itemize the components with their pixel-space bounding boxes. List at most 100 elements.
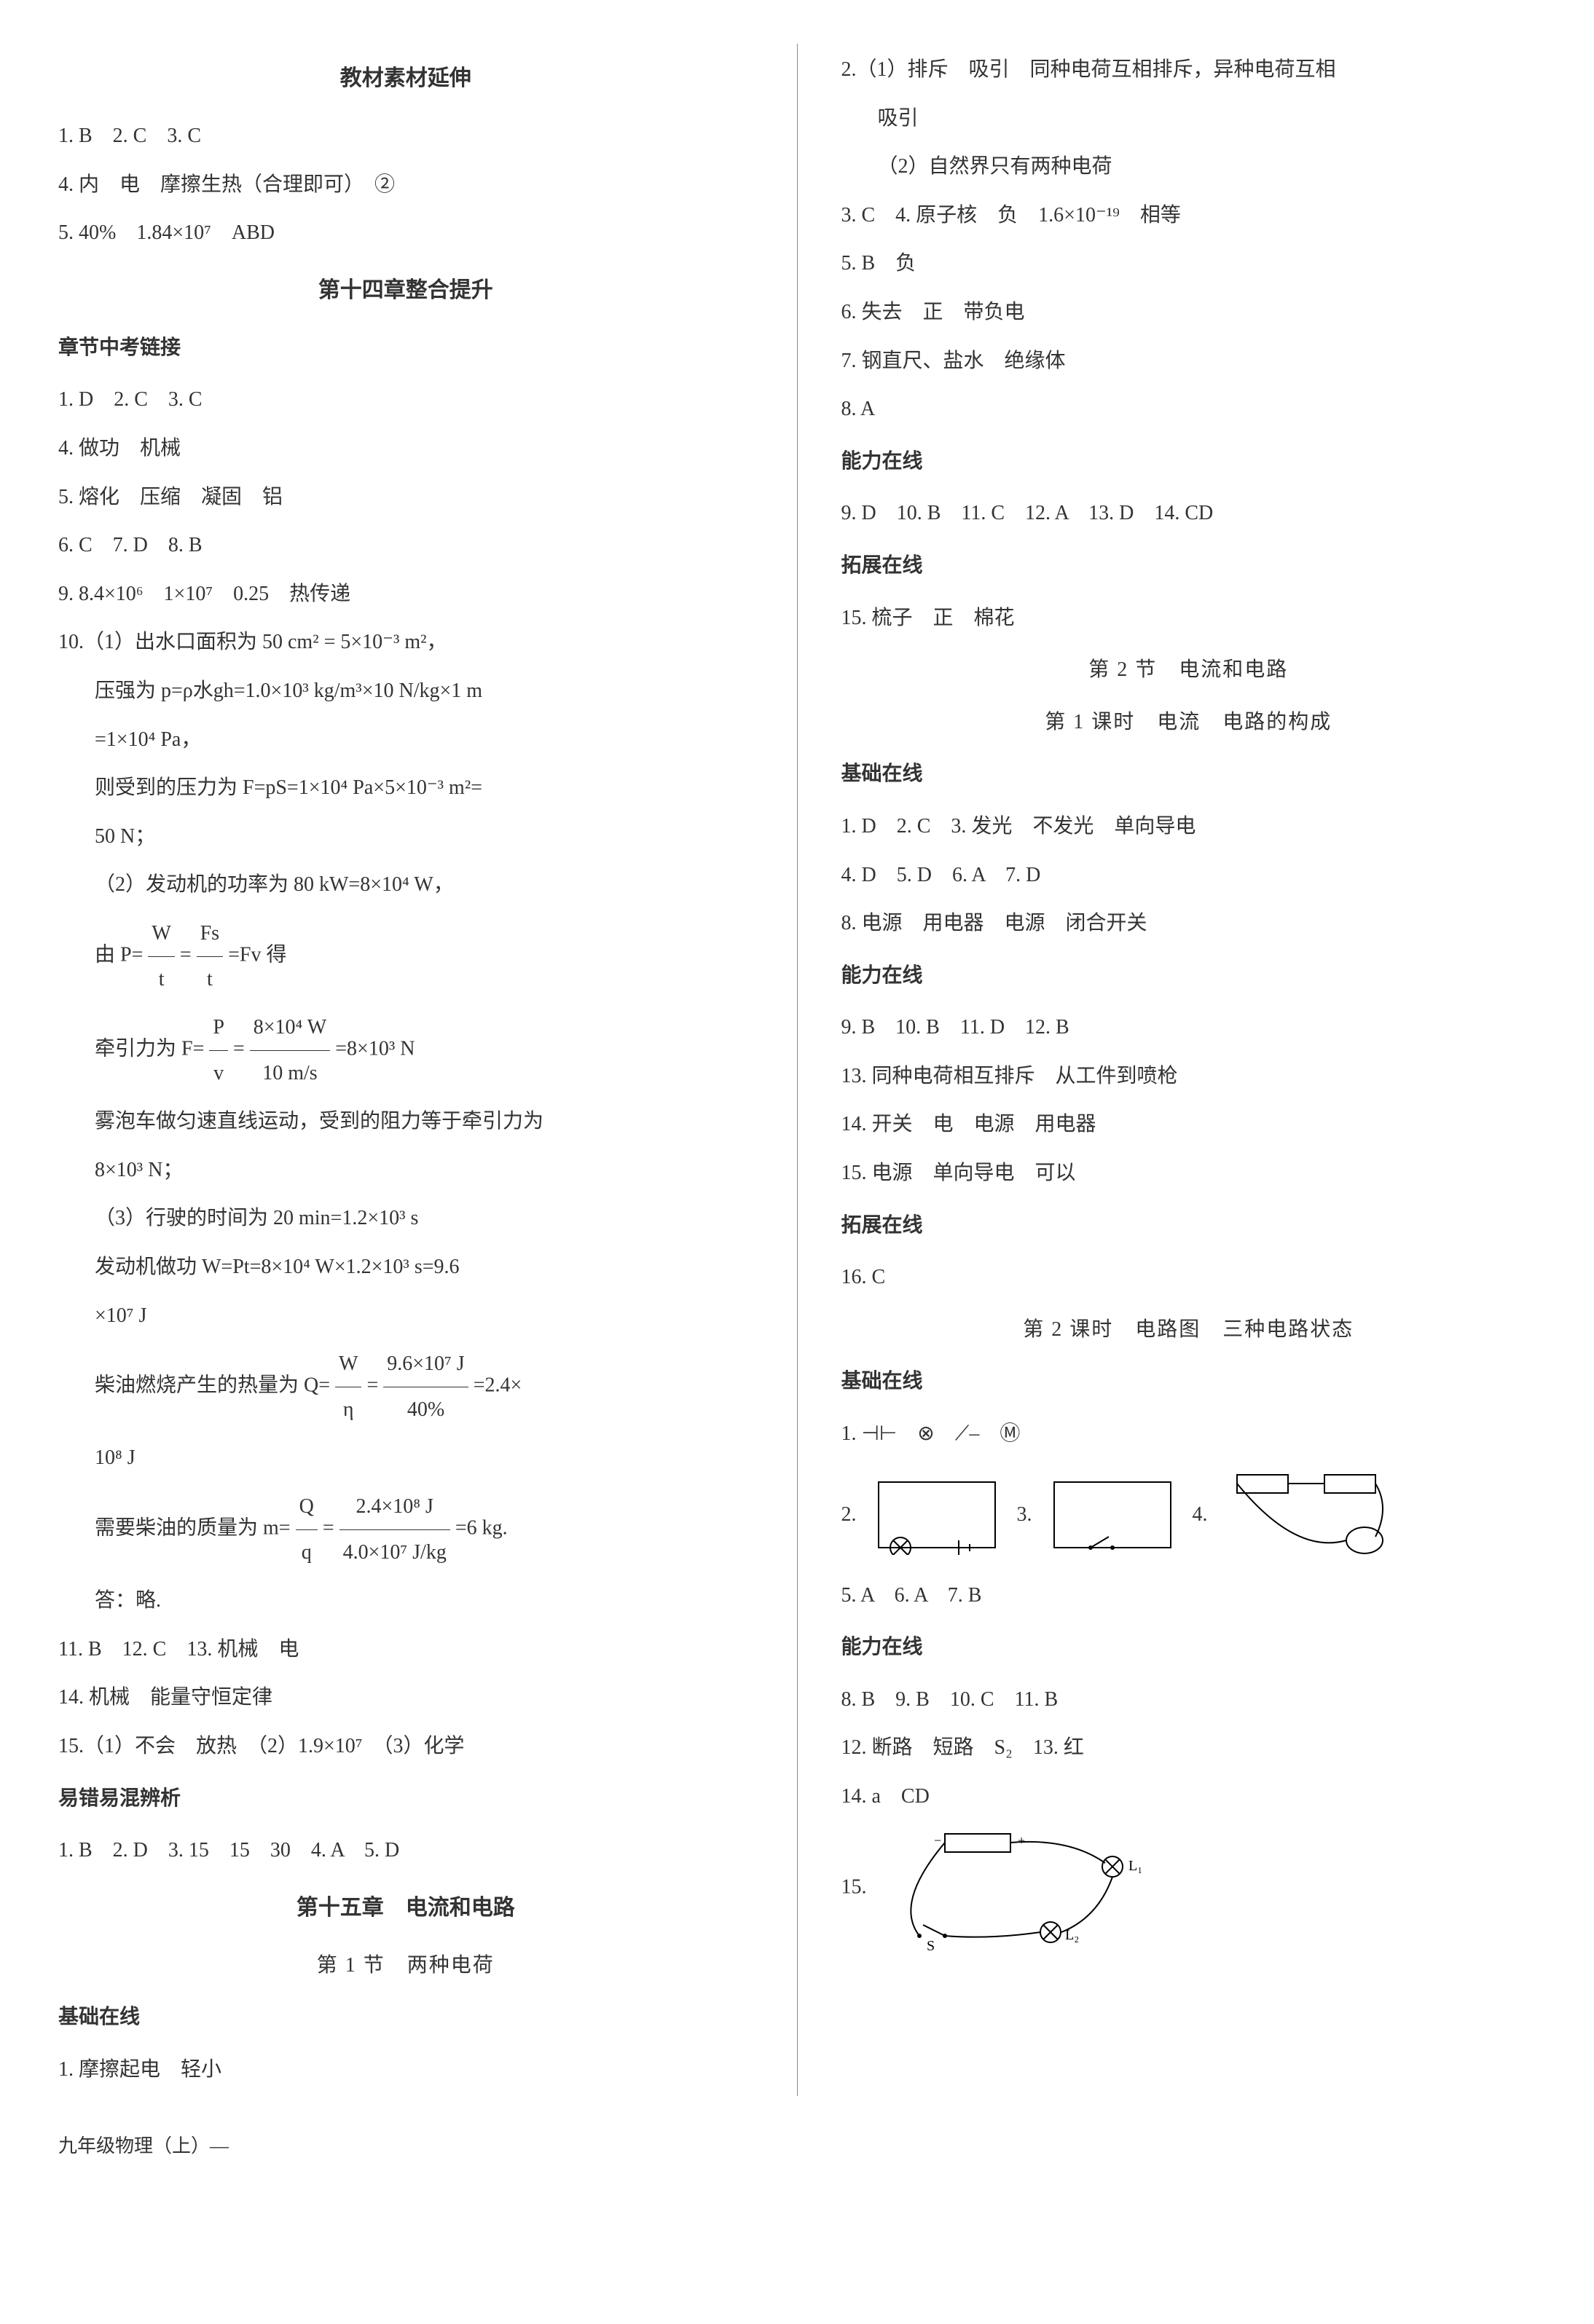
answer-line: 8. B 9. B 10. C 11. B bbox=[841, 1677, 1536, 1722]
frac-top: 8×10⁴ W bbox=[250, 1005, 330, 1051]
ability-online-header: 能力在线 bbox=[841, 439, 1536, 484]
answer-line: 4. 内 电 摩擦生热（合理即可） ② bbox=[58, 162, 753, 208]
answer-line: （2）发动机的功率为 80 kW=8×10⁴ W， bbox=[58, 862, 753, 907]
basic-online-header: 基础在线 bbox=[58, 1995, 753, 2040]
answer-line: 3. C 4. 原子核 负 1.6×10⁻¹⁹ 相等 bbox=[841, 193, 1536, 238]
frac-bot: 10 m/s bbox=[250, 1051, 330, 1096]
frac-bot: 4.0×10⁷ J/kg bbox=[339, 1530, 450, 1575]
extend-online-header: 拓展在线 bbox=[841, 1203, 1536, 1248]
answer-line: 15. 梳子 正 棉花 bbox=[841, 596, 1536, 641]
answer-line: （3）行驶的时间为 20 min=1.2×10³ s bbox=[58, 1196, 753, 1241]
answer-line: 1. D 2. C 3. 发光 不发光 单向导电 bbox=[841, 804, 1536, 849]
frac-bot: q bbox=[296, 1530, 318, 1575]
frac-top: Q bbox=[296, 1484, 318, 1530]
answer-line: 1. D 2. C 3. C bbox=[58, 377, 753, 422]
ability-online-header: 能力在线 bbox=[841, 1625, 1536, 1670]
label-15: 15. bbox=[841, 1875, 867, 1898]
error-analysis-header: 易错易混辨析 bbox=[58, 1776, 753, 1821]
answer-line: 15. + − L₁ L₂ S bbox=[841, 1823, 1536, 1954]
circuit-diagrams-row: 2. 3. 4. bbox=[841, 1464, 1536, 1566]
answer-line: 10.（1）出水口面积为 50 cm² = 5×10⁻³ m²， bbox=[58, 620, 753, 665]
formula-line: 由 P= W t = Fs t =Fv 得 bbox=[58, 911, 753, 1001]
circuit-diagram-2-icon bbox=[871, 1475, 1002, 1555]
answer-line: 5. A 6. A 7. B bbox=[841, 1573, 1536, 1618]
answer-line: 6. C 7. D 8. B bbox=[58, 523, 753, 568]
frac-bot: 40% bbox=[383, 1387, 468, 1433]
frac-top: Fs bbox=[197, 911, 223, 957]
answer-line: （2）自然界只有两种电荷 bbox=[841, 144, 1536, 189]
svg-text:−: − bbox=[934, 1833, 941, 1848]
column-divider bbox=[797, 44, 798, 2096]
answer-line: ×10⁷ J bbox=[58, 1293, 753, 1339]
frac-top: W bbox=[148, 911, 174, 957]
answer-line: 5. 熔化 压缩 凝固 铝 bbox=[58, 475, 753, 520]
section4-sub: 第 1 节 两种电荷 bbox=[58, 1943, 753, 1988]
section3-sub: 第 2 课时 电路图 三种电路状态 bbox=[841, 1307, 1536, 1352]
answer-line: 14. 开关 电 电源 用电器 bbox=[841, 1102, 1536, 1147]
answer-line: 压强为 p=ρ水gh=1.0×10³ kg/m³×10 N/kg×1 m bbox=[58, 669, 753, 714]
label-S: S bbox=[927, 1938, 935, 1954]
circuit-diagram-4-icon bbox=[1222, 1464, 1397, 1566]
right-column: 2.（1）排斥 吸引 同种电荷互相排斥，异种电荷互相 吸引 （2）自然界只有两种… bbox=[841, 44, 1536, 2096]
answer-line: 答：略. bbox=[58, 1578, 753, 1623]
section1-title: 教材素材延伸 bbox=[58, 55, 753, 103]
frac-bot: t bbox=[148, 957, 174, 1002]
formula-line: 需要柴油的质量为 m= Q q = 2.4×10⁸ J 4.0×10⁷ J/kg… bbox=[58, 1484, 753, 1575]
formula-text: = bbox=[323, 1517, 334, 1540]
formula-line: 牵引力为 F= P v = 8×10⁴ W 10 m/s =8×10³ N bbox=[58, 1005, 753, 1095]
formula-line: 柴油燃烧产生的热量为 Q= W η = 9.6×10⁷ J 40% =2.4× bbox=[58, 1342, 753, 1432]
answer-line: 则受到的压力为 F=pS=1×10⁴ Pa×5×10⁻³ m²= bbox=[58, 765, 753, 811]
answer-line: 吸引 bbox=[841, 96, 1536, 141]
answer-line: 4. D 5. D 6. A 7. D bbox=[841, 853, 1536, 898]
answer-line: 8×10³ N； bbox=[58, 1148, 753, 1193]
answer-line: 16. C bbox=[841, 1255, 1536, 1300]
answer-line: 5. 40% 1.84×10⁷ ABD bbox=[58, 210, 753, 256]
answer-line: 50 N； bbox=[58, 814, 753, 859]
formula-text: 需要柴油的质量为 m= bbox=[95, 1517, 291, 1540]
ability-online-header: 能力在线 bbox=[841, 953, 1536, 998]
answer-line: 2.（1）排斥 吸引 同种电荷互相排斥，异种电荷互相 bbox=[841, 47, 1536, 92]
circuit-diagram-15-icon: + − L₁ L₂ S bbox=[872, 1823, 1149, 1954]
frac-top: P bbox=[209, 1005, 228, 1051]
extend-online-header: 拓展在线 bbox=[841, 543, 1536, 588]
formula-text: = bbox=[233, 1038, 245, 1060]
basic-online-header: 基础在线 bbox=[841, 1359, 1536, 1404]
answer-line: 12. 断路 短路 S₂ 13. 红 bbox=[841, 1725, 1536, 1770]
circuit-diagram-3-icon bbox=[1047, 1475, 1178, 1555]
formula-text: 由 P= bbox=[95, 943, 143, 966]
answer-line: 11. B 12. C 13. 机械 电 bbox=[58, 1627, 753, 1672]
answer-line: 6. 失去 正 带负电 bbox=[841, 290, 1536, 335]
svg-text:+: + bbox=[1018, 1833, 1025, 1848]
answer-line: 8. 电源 用电器 电源 闭合开关 bbox=[841, 901, 1536, 946]
frac-top: 2.4×10⁸ J bbox=[339, 1484, 450, 1530]
label-2: 2. bbox=[841, 1492, 857, 1537]
chapter-exam-header: 章节中考链接 bbox=[58, 326, 753, 371]
answer-line: 9. B 10. B 11. D 12. B bbox=[841, 1005, 1536, 1050]
formula-text: 柴油燃烧产生的热量为 Q= bbox=[95, 1374, 330, 1397]
answer-line: 1. ⊣⊢ ⊗ ⟋‒ Ⓜ bbox=[841, 1411, 1536, 1457]
frac-bot: v bbox=[209, 1051, 228, 1096]
formula-text: = bbox=[180, 943, 192, 966]
section2-title: 第十四章整合提升 bbox=[58, 267, 753, 315]
answer-line: 7. 钢直尺、盐水 绝缘体 bbox=[841, 339, 1536, 384]
section2-sub: 第 1 课时 电流 电路的构成 bbox=[841, 700, 1536, 745]
answer-line: 5. B 负 bbox=[841, 241, 1536, 286]
formula-text: 牵引力为 F= bbox=[95, 1038, 204, 1060]
section4-title: 第十五章 电流和电路 bbox=[58, 1884, 753, 1932]
answer-line: 14. 机械 能量守恒定律 bbox=[58, 1675, 753, 1720]
answer-line: 1. 摩擦起电 轻小 bbox=[58, 2047, 753, 2092]
answer-line: 9. 8.4×10⁶ 1×10⁷ 0.25 热传递 bbox=[58, 572, 753, 617]
formula-text: = bbox=[366, 1374, 378, 1397]
answer-line: 13. 同种电荷相互排斥 从工件到喷枪 bbox=[841, 1054, 1536, 1099]
footer-text: 九年级物理（上）— bbox=[58, 2125, 1536, 2167]
answer-line: 1. B 2. C 3. C bbox=[58, 114, 753, 159]
frac-top: W bbox=[335, 1342, 361, 1387]
answer-line: 15.（1）不会 放热 （2）1.9×10⁷ （3）化学 bbox=[58, 1724, 753, 1769]
answer-line: 雾泡车做匀速直线运动，受到的阻力等于牵引力为 bbox=[58, 1099, 753, 1144]
formula-text: =2.4× bbox=[474, 1374, 522, 1397]
answer-line: =1×10⁴ Pa， bbox=[58, 717, 753, 763]
answer-line: 8. A bbox=[841, 387, 1536, 432]
basic-online-header: 基础在线 bbox=[841, 752, 1536, 797]
answer-line: 1. B 2. D 3. 15 15 30 4. A 5. D bbox=[58, 1828, 753, 1873]
answer-line: 发动机做功 W=Pt=8×10⁴ W×1.2×10³ s=9.6 bbox=[58, 1245, 753, 1290]
